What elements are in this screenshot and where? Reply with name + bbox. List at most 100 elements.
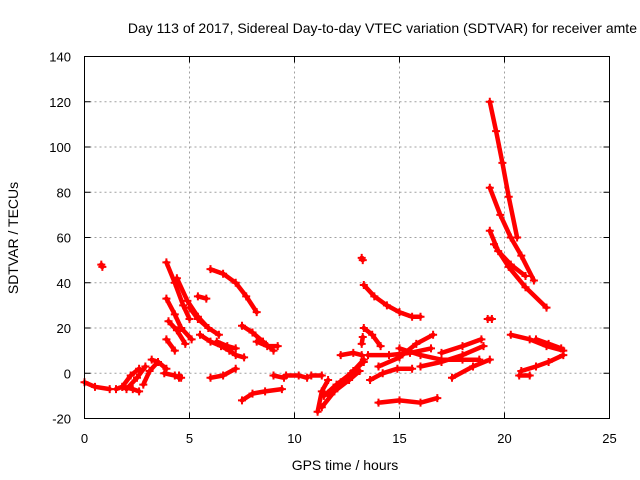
data-arc-45: [485, 97, 522, 242]
axis-ticks: [84, 56, 610, 419]
data-point: [238, 396, 246, 405]
data-arc-1: [97, 260, 107, 271]
data-point: [135, 387, 144, 396]
data-point: [479, 342, 488, 351]
data-point: [219, 269, 228, 278]
data-arc-9: [162, 258, 194, 323]
data-point: [248, 389, 257, 398]
data-point: [238, 321, 246, 330]
data-point: [529, 276, 538, 285]
data-point: [317, 371, 326, 380]
data-arc-10: [162, 294, 196, 344]
data-point: [412, 339, 421, 348]
data-point: [358, 256, 367, 265]
data-point: [170, 346, 179, 355]
data-arc-line: [367, 366, 415, 383]
data-point: [214, 330, 223, 339]
data-arc-51: [515, 371, 534, 380]
data-point: [349, 366, 358, 375]
data-point: [223, 342, 232, 351]
data-point: [521, 271, 530, 280]
data-point: [490, 240, 498, 249]
data-point: [162, 258, 171, 267]
data-point: [181, 339, 190, 348]
x-tick-label: 15: [392, 431, 406, 446]
data-arc-line: [187, 305, 222, 338]
data-point: [196, 330, 204, 339]
data-point: [458, 342, 467, 351]
data-point: [385, 351, 393, 360]
y-tick-label: 60: [57, 231, 71, 246]
data-point: [193, 292, 202, 301]
plot-area: [80, 97, 568, 416]
data-point: [515, 371, 524, 380]
data-point: [269, 371, 278, 380]
y-tick-label: -20: [52, 412, 71, 427]
data-point: [416, 351, 425, 360]
data-arc-line: [449, 357, 493, 381]
data-point: [416, 362, 425, 371]
y-tick-label: 40: [57, 276, 71, 291]
data-arc-48: [490, 240, 551, 312]
data-point: [485, 183, 494, 192]
data-point: [231, 364, 240, 373]
data-point: [206, 373, 215, 382]
data-point: [559, 351, 568, 360]
data-point: [469, 362, 477, 371]
data-point: [370, 292, 379, 301]
data-point: [172, 326, 181, 335]
data-point: [395, 396, 404, 405]
data-point: [368, 330, 377, 339]
data-point: [357, 339, 366, 348]
data-point: [433, 394, 442, 403]
data-point: [506, 233, 515, 242]
data-point: [544, 357, 553, 366]
data-point: [374, 398, 383, 407]
data-point: [177, 324, 186, 332]
data-point: [416, 312, 425, 321]
data-arc-38: [366, 364, 417, 385]
data-point: [358, 333, 367, 342]
data-arc-line: [197, 332, 232, 353]
data-arc-21: [238, 321, 278, 355]
data-point: [496, 210, 505, 219]
data-point: [506, 330, 515, 339]
data-arc-line: [164, 296, 194, 342]
data-point: [240, 353, 249, 362]
data-arc-12: [162, 335, 179, 355]
data-point: [212, 337, 221, 346]
data-point: [282, 371, 291, 380]
data-point: [154, 357, 162, 366]
data-point: [313, 407, 322, 416]
y-axis-title: SDTVAR / TECUs: [5, 182, 21, 294]
y-tick-label: 100: [49, 140, 71, 155]
data-arc-line: [319, 368, 362, 410]
data-arc-23: [238, 385, 286, 405]
data-arc-31: [336, 348, 366, 360]
data-arc-15: [193, 292, 211, 303]
data-arc-33: [359, 281, 425, 321]
data-point: [263, 342, 272, 351]
data-arc-line: [519, 352, 566, 374]
y-tick-label: 0: [64, 366, 71, 381]
data-arc-49: [506, 330, 568, 355]
data-arc-22: [252, 337, 282, 351]
data-point: [118, 382, 127, 391]
data-point: [160, 369, 169, 378]
data-point: [485, 97, 494, 106]
y-tick-label: 20: [57, 321, 71, 336]
chart-title: Day 113 of 2017, Sidereal Day-to-day VTE…: [128, 20, 637, 36]
data-point: [317, 403, 326, 412]
data-point: [139, 380, 148, 389]
data-arc-32: [357, 253, 367, 265]
data-point: [382, 301, 391, 310]
data-point: [521, 283, 530, 292]
data-point: [532, 335, 540, 344]
data-point: [145, 366, 154, 375]
grid: [84, 56, 610, 419]
data-arc-42: [437, 335, 486, 357]
data-point: [557, 344, 566, 353]
data-point: [324, 376, 333, 385]
x-tick-label: 0: [81, 431, 88, 446]
